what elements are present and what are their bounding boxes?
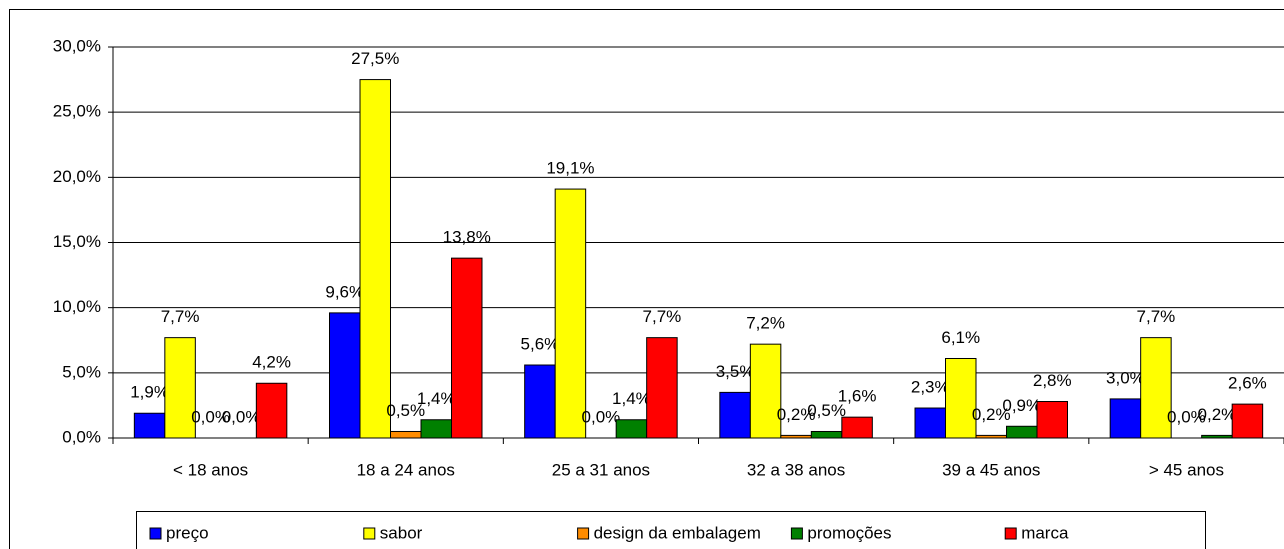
bar — [1006, 425, 1038, 439]
value-label: 7,7% — [643, 307, 682, 326]
legend-swatch — [363, 527, 376, 540]
value-label: 9,6% — [325, 282, 364, 301]
bar — [646, 337, 678, 439]
bar — [1140, 337, 1172, 439]
bar — [255, 382, 288, 439]
value-label: 0,2% — [972, 405, 1011, 424]
x-tick-label: 25 a 31 anos — [552, 460, 650, 479]
bar — [451, 257, 483, 439]
legend-label: preço — [166, 523, 209, 542]
legend-swatch — [577, 527, 590, 540]
bar — [975, 434, 1007, 439]
y-tick-label: 30,0% — [53, 36, 101, 55]
legend-label: marca — [1021, 523, 1069, 542]
value-label: 1,6% — [838, 387, 877, 406]
bar — [133, 412, 166, 439]
bar — [359, 79, 391, 439]
legend-label: design da embalagem — [594, 523, 761, 542]
y-tick-label: 10,0% — [53, 297, 101, 316]
bar — [719, 391, 751, 439]
value-label: 5,6% — [521, 334, 560, 353]
bar — [420, 419, 452, 439]
value-label: 1,4% — [417, 389, 456, 408]
bar — [810, 430, 843, 439]
bar — [1201, 434, 1233, 439]
x-tick-label: 32 a 38 anos — [747, 460, 845, 479]
value-label: 6,1% — [941, 328, 980, 347]
chart-frame — [9, 9, 1284, 549]
value-label: 1,4% — [612, 389, 651, 408]
value-label: 0,0% — [191, 407, 230, 426]
value-label: 0,5% — [807, 401, 846, 420]
value-label: 7,7% — [161, 307, 200, 326]
value-label: 0,0% — [582, 407, 621, 426]
legend-label: promoções — [807, 523, 891, 542]
bar — [841, 416, 873, 439]
bar — [780, 434, 812, 439]
bar — [1231, 403, 1264, 439]
bar — [164, 337, 196, 439]
bar — [945, 357, 977, 439]
value-label: 0,9% — [1002, 396, 1041, 415]
value-label: 2,8% — [1033, 371, 1072, 390]
bar — [1109, 398, 1142, 439]
bar — [749, 343, 782, 439]
value-label: 2,6% — [1228, 374, 1267, 393]
bar — [524, 364, 556, 439]
legend-swatch — [790, 527, 803, 540]
x-tick-label: < 18 anos — [173, 460, 248, 479]
bar — [390, 430, 422, 439]
value-label: 0,0% — [222, 407, 261, 426]
bar — [329, 312, 361, 439]
x-tick-label: > 45 anos — [1149, 460, 1224, 479]
value-label: 19,1% — [546, 159, 594, 178]
y-tick-label: 15,0% — [53, 232, 101, 251]
bar — [914, 407, 946, 439]
value-label: 7,7% — [1137, 307, 1176, 326]
value-label: 0,2% — [1198, 405, 1237, 424]
bar — [554, 188, 587, 439]
value-label: 1,9% — [130, 383, 169, 402]
bar — [1036, 401, 1068, 439]
value-label: 13,8% — [443, 228, 491, 247]
value-label: 0,0% — [1167, 407, 1206, 426]
value-label: 3,0% — [1106, 368, 1145, 387]
value-label: 0,2% — [777, 405, 816, 424]
legend-swatch — [1004, 527, 1017, 540]
legend-label: sabor — [380, 523, 423, 542]
x-tick-label: 18 a 24 anos — [357, 460, 455, 479]
value-label: 4,2% — [252, 353, 291, 372]
value-label: 27,5% — [351, 49, 399, 68]
value-label: 3,5% — [716, 362, 755, 381]
legend-swatch — [149, 527, 162, 540]
x-tick-label: 39 a 45 anos — [942, 460, 1040, 479]
y-tick-label: 20,0% — [53, 167, 101, 186]
bar — [615, 419, 648, 439]
legend-box — [136, 511, 1206, 549]
y-tick-label: 25,0% — [53, 102, 101, 121]
y-tick-label: 0,0% — [62, 427, 101, 446]
value-label: 2,3% — [911, 378, 950, 397]
value-label: 0,5% — [386, 401, 425, 420]
value-label: 7,2% — [746, 314, 785, 333]
y-tick-label: 5,0% — [62, 362, 101, 381]
